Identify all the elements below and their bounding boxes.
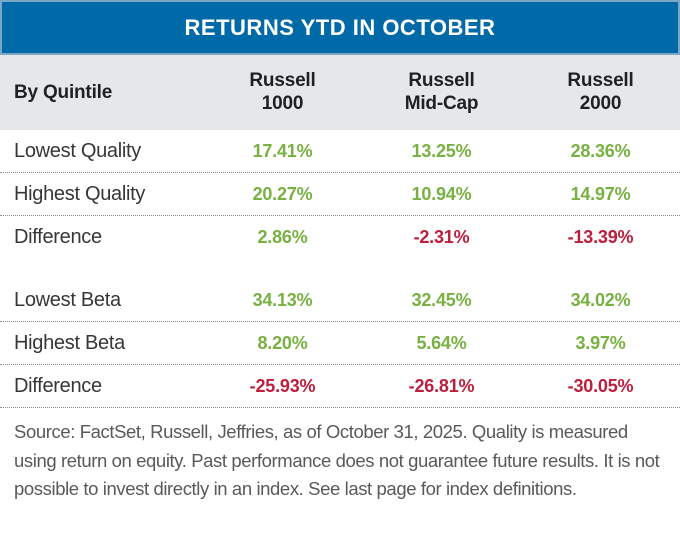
cell-value-russell-midcap: 10.94% xyxy=(411,183,472,204)
cell-value-russell-1000: 34.13% xyxy=(252,289,313,310)
cell-value-russell-midcap: 13.25% xyxy=(411,140,472,161)
column-header-line1: Russell xyxy=(249,69,316,91)
cell-value-russell-2000: 3.97% xyxy=(575,332,626,353)
cell-value-russell-midcap: 32.45% xyxy=(411,289,472,310)
cell-value-russell-1000: 8.20% xyxy=(257,332,308,353)
column-header-by-quintile: By Quintile xyxy=(14,81,113,103)
table-row-lowest-quality: Lowest Quality 17.41% 13.25% 28.36% xyxy=(0,130,680,173)
table-title: RETURNS YTD IN OCTOBER xyxy=(184,14,496,40)
cell-value-russell-2000: -13.39% xyxy=(567,227,634,247)
table-row-quality-difference: Difference 2.86% -2.31% -13.39% xyxy=(0,216,680,259)
cell-value-russell-1000: 2.86% xyxy=(257,227,308,247)
cell-value-russell-midcap: -2.31% xyxy=(413,227,470,247)
beta-group: Lowest Beta 34.13% 32.45% 34.02% Highest… xyxy=(0,279,680,408)
table-row-highest-quality: Highest Quality 20.27% 10.94% 14.97% xyxy=(0,173,680,216)
cell-value-russell-2000: -30.05% xyxy=(567,375,634,396)
table-row-beta-difference: Difference -25.93% -26.81% -30.05% xyxy=(0,365,680,408)
source-note: Source: FactSet, Russell, Jeffries, as o… xyxy=(14,421,660,499)
cell-value-russell-2000: 28.36% xyxy=(570,140,631,161)
table-row-lowest-beta: Lowest Beta 34.13% 32.45% 34.02% xyxy=(0,279,680,322)
column-header-line2: Mid-Cap xyxy=(404,92,479,114)
table-header-row: By Quintile Russell 1000 Russell Mid-Cap… xyxy=(0,55,680,130)
column-header-russell-midcap: Russell Mid-Cap xyxy=(362,70,521,116)
cell-value-russell-1000: 17.41% xyxy=(252,140,313,161)
row-label: Highest Quality xyxy=(14,182,146,205)
cell-value-russell-1000: -25.93% xyxy=(249,375,316,396)
cell-value-russell-midcap: -26.81% xyxy=(408,375,475,396)
table-row-highest-beta: Highest Beta 8.20% 5.64% 3.97% xyxy=(0,322,680,365)
row-label: Difference xyxy=(14,226,102,248)
column-header-line1: Russell xyxy=(567,69,634,91)
table-title-bar: RETURNS YTD IN OCTOBER xyxy=(0,0,680,55)
column-header-russell-2000: Russell 2000 xyxy=(521,70,680,116)
cell-value-russell-2000: 34.02% xyxy=(570,289,631,310)
column-header-line2: 1000 xyxy=(261,92,304,114)
group-spacer xyxy=(0,259,680,279)
quality-group: Lowest Quality 17.41% 13.25% 28.36% High… xyxy=(0,130,680,259)
row-label: Lowest Quality xyxy=(14,139,141,162)
column-header-line1: Russell xyxy=(408,69,475,91)
column-header-russell-1000: Russell 1000 xyxy=(203,70,362,116)
row-label: Difference xyxy=(14,374,102,397)
column-header-line2: 2000 xyxy=(579,92,622,114)
row-label: Highest Beta xyxy=(14,331,125,354)
footer-section: Source: FactSet, Russell, Jeffries, as o… xyxy=(0,408,680,544)
row-label: Lowest Beta xyxy=(14,288,121,311)
cell-value-russell-2000: 14.97% xyxy=(570,183,631,204)
cell-value-russell-midcap: 5.64% xyxy=(416,332,467,353)
cell-value-russell-1000: 20.27% xyxy=(252,183,313,204)
